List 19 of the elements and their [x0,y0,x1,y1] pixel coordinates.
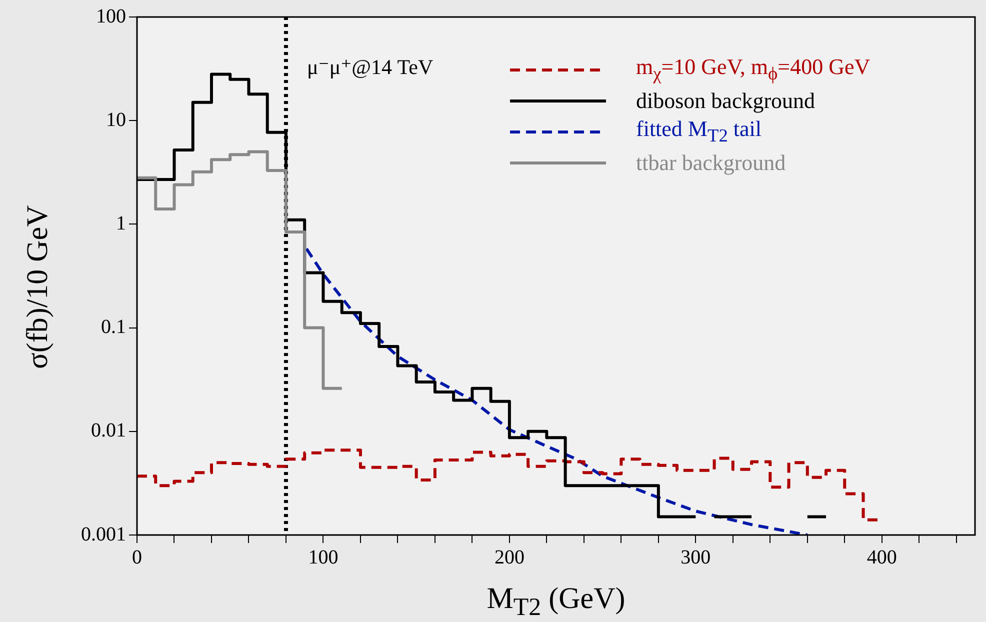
y-tick-label: 10 [106,108,126,131]
annotation: μ⁻μ⁺@14 TeV [307,55,434,79]
x-tick-label: 100 [308,546,338,568]
y-tick-label: 0.1 [101,316,126,338]
x-axis-title: M$_{T2}$ (GeV) [486,582,626,622]
y-axis-title: σ(fb)/10 GeV [21,204,55,371]
legend-label: fitted M$_{T2}$ tail [636,116,762,147]
legend-label: ttbar background [636,150,786,176]
y-tick-label: 1 [116,212,126,234]
legend-label: diboson background [636,88,816,114]
y-tick-label: 0.001 [81,523,126,546]
line-series [304,247,809,535]
x-tick-label: 0 [132,546,142,568]
x-tick-label: 400 [866,546,897,568]
legend-label: m$_{χ}$=10 GeV, m$_{ϕ}$=400 GeV [636,54,870,85]
x-tick-label: 300 [680,546,711,568]
x-tick-label: 200 [494,546,524,568]
y-tick-label: 100 [96,5,126,28]
y-tick-label: 0.01 [91,420,126,442]
